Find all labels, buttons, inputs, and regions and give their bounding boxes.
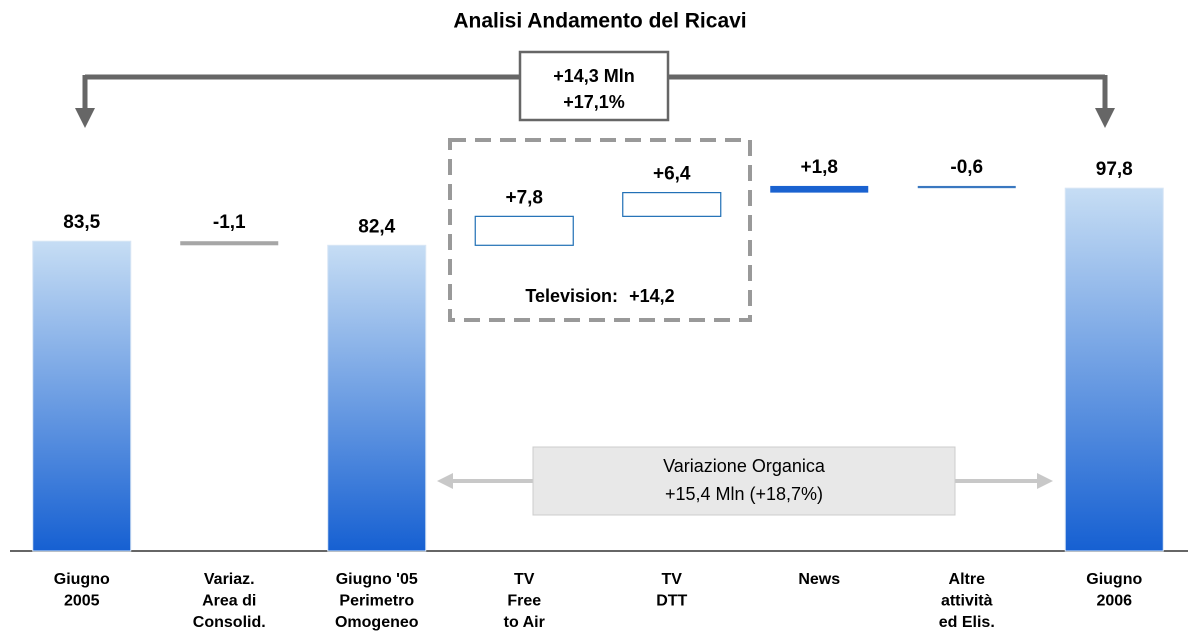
x-tick-label-line: DTT: [656, 593, 687, 610]
x-tick-label-line: Omogeneo: [335, 614, 419, 631]
value-label: 82,4: [358, 216, 395, 237]
value-label: -1,1: [213, 212, 246, 233]
x-tick-label-line: Consolid.: [193, 614, 266, 631]
x-tick-label: Altre attività ed Elis.: [939, 571, 995, 631]
x-tick-label-line: TV: [514, 571, 535, 588]
x-tick-label-line: Giugno: [54, 571, 110, 588]
x-tick-label: TV DTT: [656, 571, 687, 610]
value-label: +1,8: [800, 157, 838, 178]
x-tick-label-line: News: [798, 571, 840, 588]
bar: [1064, 187, 1164, 552]
chart-title: Analisi Andamento del Ricavi: [453, 10, 746, 33]
television-box: [448, 138, 752, 322]
bar: [622, 192, 722, 217]
x-tick-label-line: Area di: [202, 593, 256, 610]
x-tick-label-line: Free: [507, 593, 541, 610]
annotation: +14,3 Mln: [553, 66, 635, 86]
x-tick-label: Giugno '05 Perimetro Omogeneo: [335, 571, 419, 631]
annotation: Variazione Organica: [663, 456, 826, 476]
annotation: Television: +14,2: [525, 286, 674, 306]
value-label: +6,4: [653, 164, 691, 185]
annotation: +17,1%: [563, 92, 625, 112]
value-label: 97,8: [1096, 159, 1133, 180]
x-tick-label: Variaz. Area di Consolid.: [193, 571, 266, 631]
x-tick-label-line: Giugno '05: [336, 571, 418, 588]
annotation: +15,4 Mln (+18,7%): [665, 484, 823, 504]
bar: [327, 244, 427, 552]
x-tick-label: News: [798, 571, 840, 588]
x-tick-label-line: Perimetro: [339, 593, 414, 610]
x-tick-label-line: Altre: [949, 571, 986, 588]
bar: [917, 185, 1016, 189]
value-label: 83,5: [63, 212, 100, 233]
x-tick-label-line: Giugno: [1086, 571, 1142, 588]
value-label: +7,8: [505, 187, 543, 208]
bar: [770, 185, 869, 193]
x-tick-label-line: TV: [662, 571, 683, 588]
x-tick-label: Giugno 2005: [54, 571, 110, 610]
x-tick-label-line: 2006: [1096, 593, 1132, 610]
value-label: -0,6: [950, 157, 983, 178]
organic-box: [532, 446, 956, 516]
bar: [180, 241, 279, 246]
x-tick-label-line: attività: [941, 593, 993, 610]
bar: [32, 240, 132, 552]
x-tick-label-line: to Air: [504, 614, 545, 631]
x-tick-label: Giugno 2006: [1086, 571, 1142, 610]
x-tick-label-line: ed Elis.: [939, 614, 995, 631]
change-box: [518, 50, 670, 122]
x-tick-label: TV Free to Air: [504, 571, 545, 631]
bar: [474, 215, 574, 246]
x-tick-label-line: Variaz.: [204, 571, 255, 588]
x-tick-label-line: 2005: [64, 593, 100, 610]
